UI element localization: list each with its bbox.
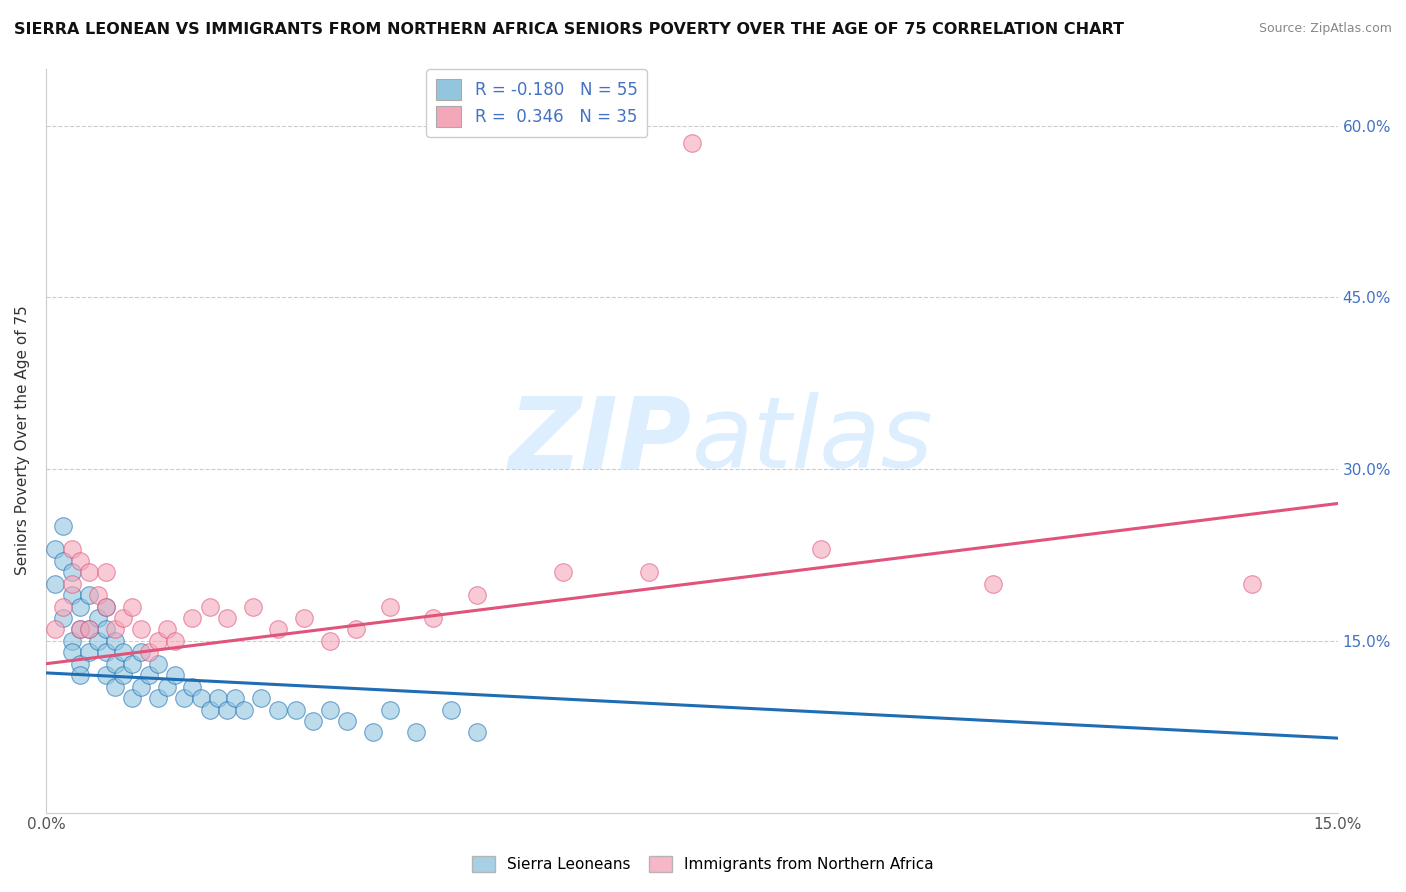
Point (52, 519, 75, 533)
Point (96, 645, 118, 659)
Point (361, 725, 384, 739)
Point (69, 554, 91, 568)
Point (69, 599, 91, 614)
Point (60, 576, 83, 591)
Point (215, 702, 238, 716)
Y-axis label: Seniors Poverty Over the Age of 75: Seniors Poverty Over the Age of 75 (15, 306, 30, 575)
Point (69, 668, 91, 682)
Point (60, 565, 83, 579)
Point (69, 657, 91, 671)
Point (52, 611, 75, 625)
Point (96, 565, 118, 579)
Point (96, 623, 118, 637)
Point (233, 702, 256, 716)
Point (981, 576, 1004, 591)
Point (77, 588, 100, 602)
Point (250, 691, 273, 706)
Point (302, 714, 325, 728)
Point (77, 645, 100, 659)
Point (44, 542, 66, 557)
Point (60, 633, 83, 648)
Point (86, 611, 108, 625)
Point (96, 668, 118, 682)
Point (319, 633, 342, 648)
Point (138, 645, 160, 659)
Point (165, 633, 187, 648)
Point (52, 599, 75, 614)
Point (242, 599, 264, 614)
Point (181, 611, 204, 625)
Point (284, 702, 307, 716)
Point (198, 599, 221, 614)
Legend: R = -0.180   N = 55, R =  0.346   N = 35: R = -0.180 N = 55, R = 0.346 N = 35 (426, 70, 647, 136)
Point (112, 645, 135, 659)
Point (69, 623, 91, 637)
Point (96, 599, 118, 614)
Text: SIERRA LEONEAN VS IMMIGRANTS FROM NORTHERN AFRICA SENIORS POVERTY OVER THE AGE O: SIERRA LEONEAN VS IMMIGRANTS FROM NORTHE… (14, 22, 1123, 37)
Point (129, 645, 152, 659)
Point (1240, 576, 1263, 591)
Point (138, 668, 160, 682)
Point (422, 611, 444, 625)
Point (637, 565, 659, 579)
Point (44, 623, 66, 637)
Point (86, 588, 108, 602)
Point (77, 623, 100, 637)
Point (121, 599, 143, 614)
Point (190, 691, 212, 706)
Point (44, 576, 66, 591)
Point (465, 725, 488, 739)
Point (267, 702, 290, 716)
Point (121, 691, 143, 706)
Point (215, 611, 238, 625)
Point (52, 554, 75, 568)
Point (405, 725, 427, 739)
Point (165, 668, 187, 682)
Point (198, 702, 221, 716)
Point (60, 645, 83, 659)
Point (146, 633, 169, 648)
Point (104, 633, 127, 648)
Point (112, 611, 135, 625)
Point (181, 680, 204, 694)
Point (207, 691, 229, 706)
Point (440, 702, 463, 716)
Point (146, 657, 169, 671)
Point (77, 565, 100, 579)
Point (129, 623, 152, 637)
Point (96, 599, 118, 614)
Point (60, 542, 83, 557)
Point (69, 623, 91, 637)
Point (292, 611, 315, 625)
Point (129, 680, 152, 694)
Point (551, 565, 574, 579)
Point (104, 623, 127, 637)
Text: ZIP: ZIP (509, 392, 692, 489)
Point (60, 588, 83, 602)
Point (121, 657, 143, 671)
Point (465, 588, 488, 602)
Point (104, 657, 127, 671)
Point (104, 680, 127, 694)
Point (319, 702, 342, 716)
Point (336, 714, 359, 728)
Point (267, 623, 290, 637)
Legend: Sierra Leoneans, Immigrants from Northern Africa: Sierra Leoneans, Immigrants from Norther… (464, 848, 942, 880)
Point (224, 691, 246, 706)
Point (810, 542, 832, 557)
Point (155, 680, 177, 694)
Point (380, 599, 402, 614)
Point (681, 136, 703, 150)
Text: Source: ZipAtlas.com: Source: ZipAtlas.com (1258, 22, 1392, 36)
Point (173, 691, 195, 706)
Point (77, 623, 100, 637)
Point (112, 668, 135, 682)
Point (344, 623, 367, 637)
Point (146, 691, 169, 706)
Point (86, 633, 108, 648)
Point (380, 702, 402, 716)
Text: atlas: atlas (692, 392, 934, 489)
Point (155, 623, 177, 637)
